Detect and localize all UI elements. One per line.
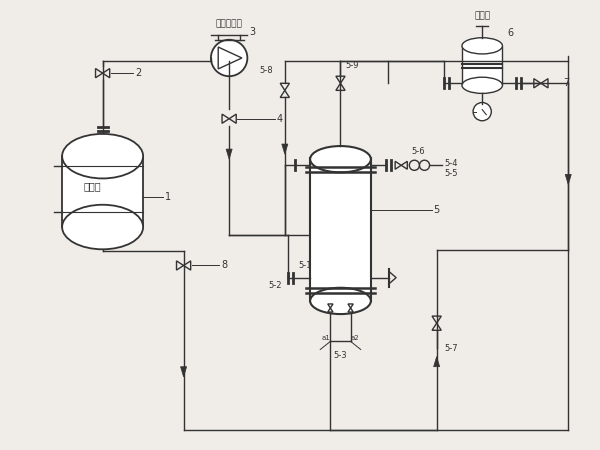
- Ellipse shape: [62, 134, 143, 179]
- Text: 5-3: 5-3: [334, 351, 347, 360]
- Text: 6: 6: [508, 27, 514, 38]
- Bar: [462, 46, 502, 86]
- Polygon shape: [282, 144, 288, 154]
- Text: 8: 8: [221, 261, 227, 270]
- Polygon shape: [181, 367, 187, 377]
- Text: 7: 7: [563, 78, 569, 88]
- Bar: [310, 158, 371, 301]
- Text: a2: a2: [350, 335, 359, 342]
- Ellipse shape: [462, 38, 502, 54]
- Polygon shape: [565, 175, 571, 184]
- Text: 5-8: 5-8: [260, 66, 274, 75]
- Text: 5: 5: [434, 205, 440, 215]
- Text: 5-6: 5-6: [412, 147, 425, 156]
- Polygon shape: [226, 149, 232, 159]
- Text: 5-5: 5-5: [445, 169, 458, 178]
- Text: a1: a1: [322, 335, 331, 342]
- Text: 5-9: 5-9: [346, 61, 359, 70]
- Ellipse shape: [310, 146, 371, 172]
- Text: 2: 2: [135, 68, 141, 78]
- Ellipse shape: [462, 77, 502, 94]
- Text: 过滤器: 过滤器: [474, 11, 490, 20]
- Ellipse shape: [62, 205, 143, 249]
- Circle shape: [211, 40, 247, 76]
- Ellipse shape: [310, 288, 371, 314]
- Text: 5-7: 5-7: [445, 344, 458, 353]
- Text: 4: 4: [277, 114, 283, 124]
- Text: 5-2: 5-2: [268, 281, 281, 290]
- Text: 储料罐: 储料罐: [83, 181, 101, 192]
- Polygon shape: [434, 356, 440, 367]
- Text: 3: 3: [250, 27, 256, 36]
- Text: 脱水循环泵: 脱水循环泵: [216, 19, 242, 28]
- Text: 1: 1: [166, 192, 172, 202]
- Text: 5-4: 5-4: [445, 159, 458, 168]
- Text: 5-1: 5-1: [298, 261, 312, 270]
- Bar: [62, 156, 143, 227]
- Circle shape: [473, 103, 491, 121]
